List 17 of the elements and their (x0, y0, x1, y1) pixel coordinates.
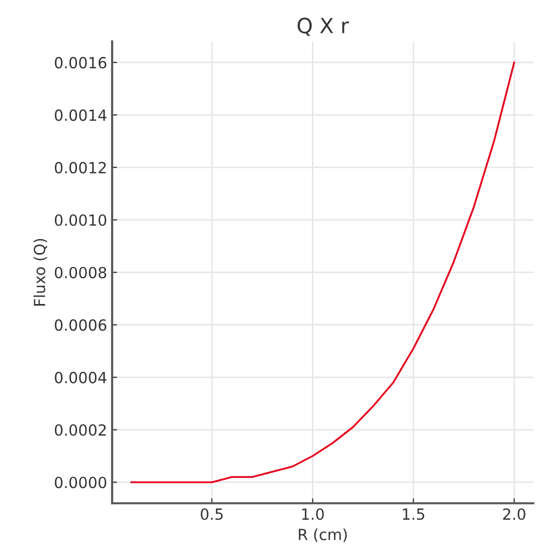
y-axis-title: Fluxo (Q) (33, 238, 48, 306)
y-tick-label: 0.0014 (54, 109, 106, 121)
x-tick-label: 0.5 (200, 508, 223, 520)
y-tick-label: 0.0008 (54, 266, 106, 278)
x-tick-label: 1.5 (402, 508, 424, 520)
y-tick-label: 0.0004 (54, 372, 106, 384)
y-tick-label: 0.0006 (54, 319, 106, 331)
y-tick-label: 0.0012 (54, 162, 106, 174)
y-tick-label: 0.0002 (54, 424, 106, 436)
x-tick-label: 1.0 (302, 508, 324, 520)
y-tick-label: 0.0010 (54, 214, 106, 226)
y-tick-label: 0.0016 (54, 56, 106, 68)
y-tick-label: 0.0000 (54, 476, 106, 488)
line-series (130, 62, 516, 484)
x-axis-title: R (cm) (298, 528, 347, 542)
x-tick-label: 2.0 (503, 508, 526, 520)
chart-title: Q X r (298, 18, 349, 36)
